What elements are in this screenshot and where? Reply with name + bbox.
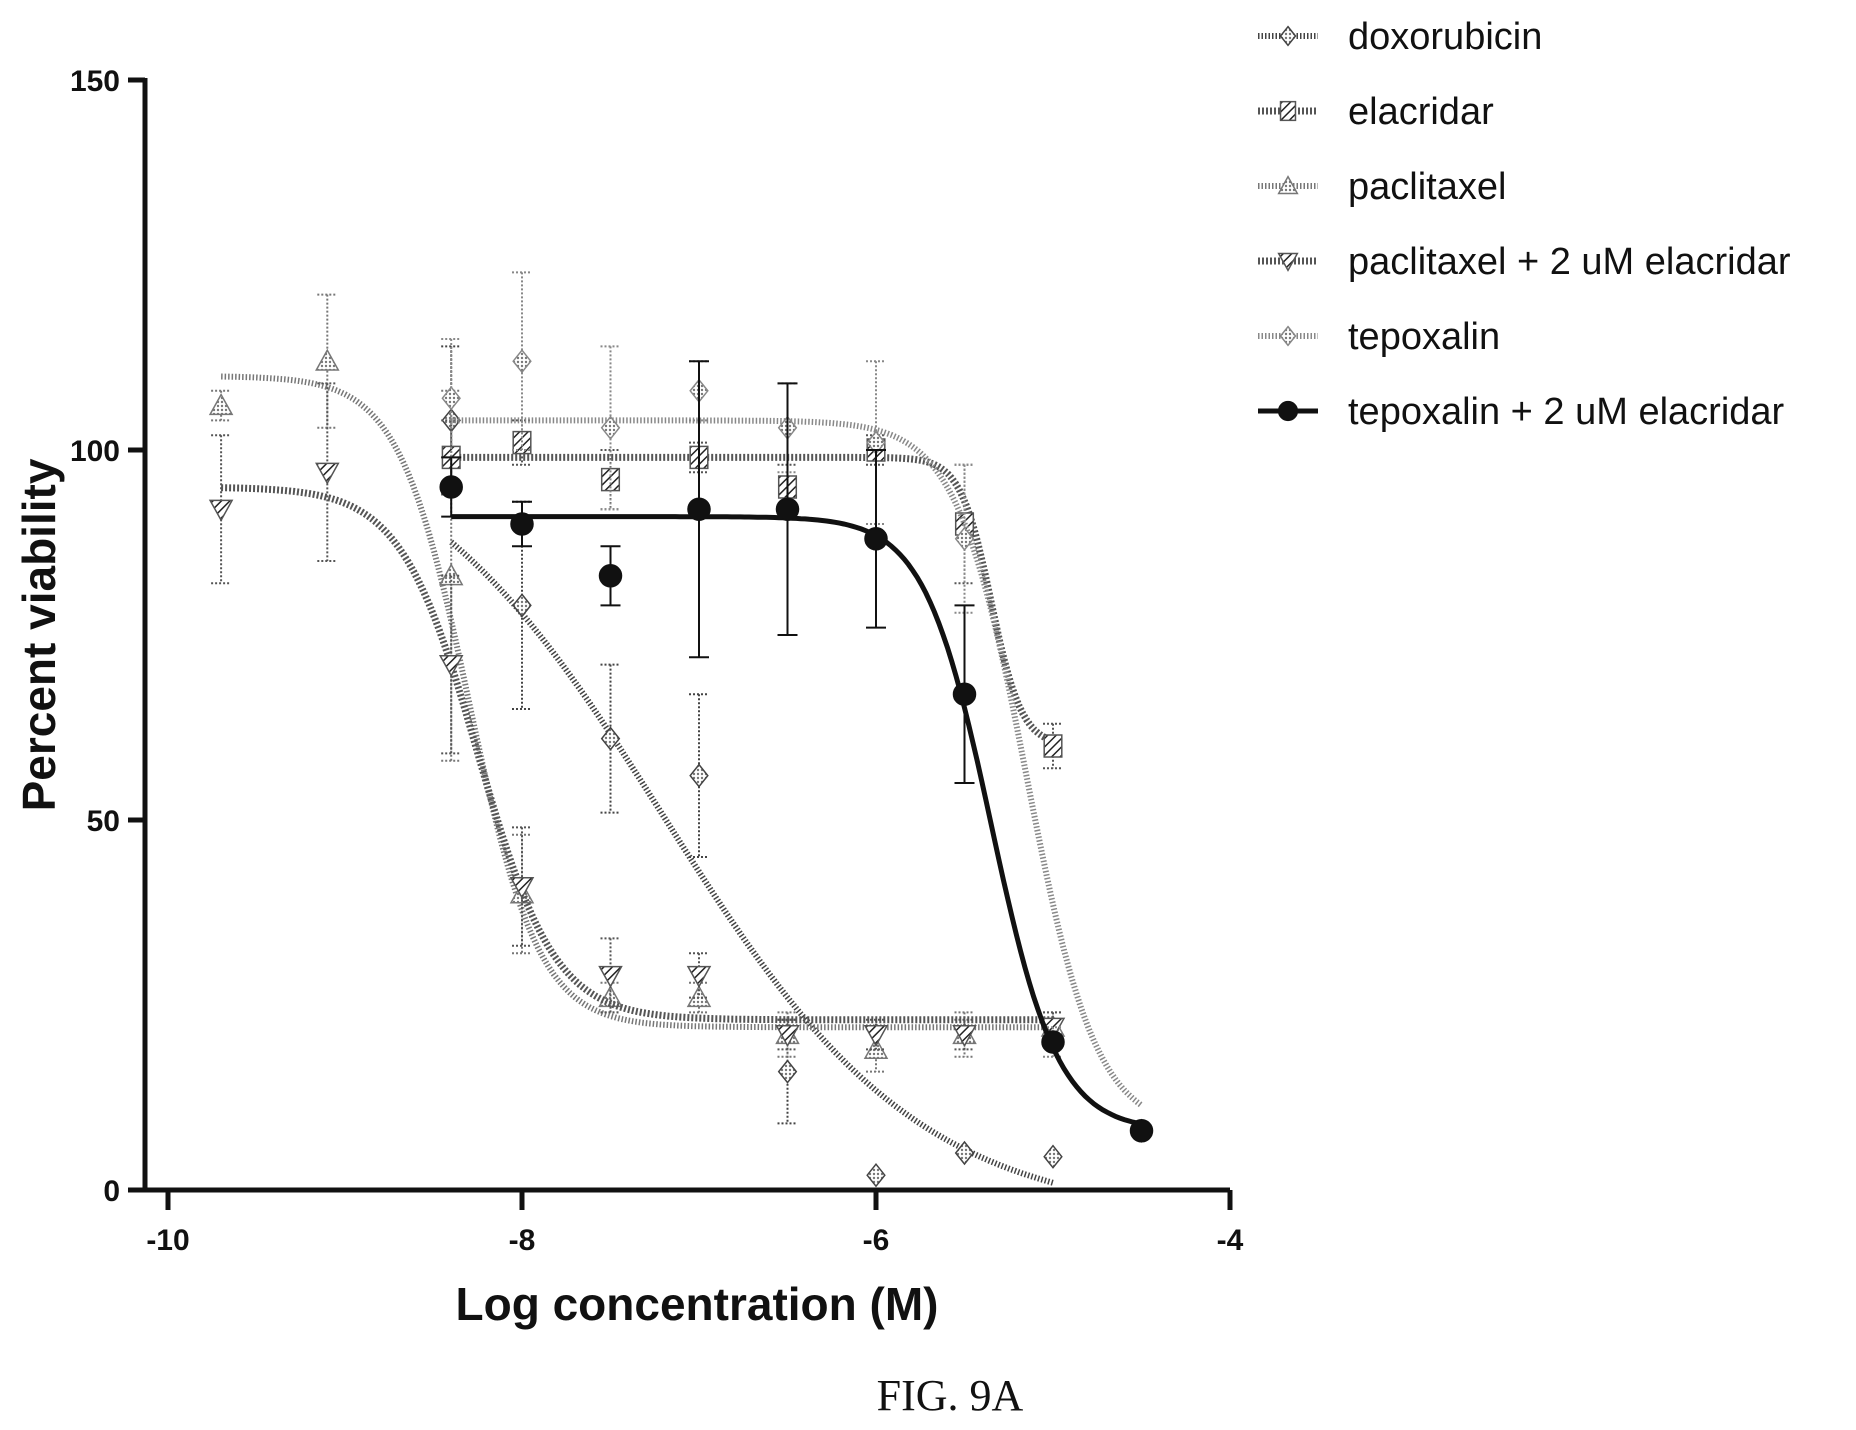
data-point-marker: [777, 1059, 798, 1084]
data-point-marker: [1279, 325, 1297, 347]
error-bar: [689, 952, 709, 999]
data-point-marker: [686, 985, 712, 1008]
data-point-marker: [1043, 1144, 1063, 1169]
data-point-marker: [689, 763, 709, 788]
legend-label: elacridar: [1348, 91, 1494, 133]
y-tick-label: 100: [70, 435, 120, 468]
legend-item-paclitaxel: paclitaxel: [1258, 166, 1506, 208]
series-paclitaxel: [208, 293, 1066, 1073]
y-ticks: 0 50 100 150: [70, 65, 145, 1208]
data-point-marker: [954, 526, 975, 552]
data-point-marker: [954, 1140, 975, 1166]
data-point-marker: [598, 965, 623, 988]
y-tick-label: 150: [70, 65, 120, 98]
x-tick-label: -4: [1217, 1224, 1244, 1257]
data-point-marker: [687, 497, 711, 521]
fit-curve: [451, 514, 1143, 1127]
error-bar: [1043, 722, 1063, 770]
legend: doxorubicin elacridar paclitaxel paclitaxel…: [1258, 16, 1791, 433]
series-doxorubicin: [441, 345, 1063, 1188]
fit-curve: [221, 373, 1053, 1031]
data-point-marker: [1129, 1119, 1154, 1143]
data-point-marker: [598, 564, 623, 588]
fit-curve: [221, 484, 1053, 1024]
y-tick-label: 0: [103, 1175, 120, 1208]
data-point-marker: [864, 527, 888, 551]
data-point-marker: [600, 726, 621, 751]
x-axis: -10 -8 -6 -4 Log concentration (M): [145, 1187, 1244, 1330]
data-point-marker: [775, 1025, 800, 1048]
data-point-marker: [512, 348, 532, 374]
data-point-marker: [315, 348, 340, 371]
data-point-marker: [1043, 734, 1063, 758]
fit-curve: [451, 417, 1144, 1108]
data-point-marker: [952, 682, 977, 706]
data-point-marker: [512, 593, 532, 618]
legend-label: tepoxalin: [1348, 316, 1500, 358]
y-axis: 0 50 100 150 Percent viability: [13, 65, 148, 1208]
series-elacridar: [441, 419, 1063, 770]
legend-item-elacridar: elacridar: [1258, 91, 1494, 133]
data-point-marker: [439, 475, 463, 499]
data-point-marker: [686, 965, 712, 988]
data-point-marker: [1277, 175, 1299, 195]
error-bar: [512, 826, 532, 947]
fit-curve: [449, 539, 1054, 1186]
fit-curve: [451, 453, 1055, 745]
data-point-marker: [1041, 1030, 1065, 1054]
data-point-marker: [600, 415, 621, 441]
data-point-marker: [775, 497, 800, 521]
data-point-marker: [1279, 100, 1297, 122]
legend-label: paclitaxel + 2 uM elacridar: [1348, 241, 1791, 283]
y-axis-title: Percent viability: [13, 458, 65, 811]
data-point-marker: [1277, 400, 1299, 422]
x-tick-label: -6: [863, 1224, 890, 1257]
legend-item-tepoxalin-2-um-elacridar: tepoxalin + 2 uM elacridar: [1258, 391, 1785, 433]
legend-label: paclitaxel: [1348, 166, 1506, 208]
data-point-marker: [863, 1025, 889, 1048]
x-axis-title: Log concentration (M): [456, 1278, 939, 1330]
data-point-marker: [315, 462, 340, 485]
series-tepoxalin: [441, 271, 1152, 1144]
data-point-marker: [512, 430, 532, 455]
data-point-marker: [509, 877, 535, 900]
data-point-marker: [952, 1025, 977, 1048]
data-point-marker: [208, 393, 234, 416]
legend-label: tepoxalin + 2 uM elacridar: [1348, 391, 1785, 433]
data-point-marker: [438, 655, 464, 678]
x-tick-label: -10: [146, 1224, 189, 1257]
legend-item-paclitaxel-2-um-elacridar: paclitaxel + 2 uM elacridar: [1258, 241, 1791, 283]
plot-area: [208, 271, 1154, 1188]
figure-caption: FIG. 9A: [877, 1371, 1024, 1420]
y-tick-label: 50: [87, 805, 120, 838]
legend-item-tepoxalin: tepoxalin: [1258, 316, 1500, 358]
series-paclitaxel-2-um-elacridar: [208, 382, 1066, 1051]
x-tick-label: -8: [509, 1224, 536, 1257]
legend-label: doxorubicin: [1348, 16, 1542, 58]
error-bar: [512, 833, 532, 955]
data-point-marker: [208, 499, 234, 522]
data-point-marker: [441, 385, 461, 411]
data-point-marker: [866, 1162, 886, 1188]
data-point-marker: [1279, 25, 1297, 47]
series-tepoxalin-2-um-elacridar: [439, 360, 1154, 1143]
legend-item-doxorubicin: doxorubicin: [1258, 16, 1542, 58]
x-ticks: -10 -8 -6 -4: [146, 1190, 1244, 1257]
data-point-marker: [510, 512, 534, 536]
data-point-marker: [1277, 252, 1299, 272]
